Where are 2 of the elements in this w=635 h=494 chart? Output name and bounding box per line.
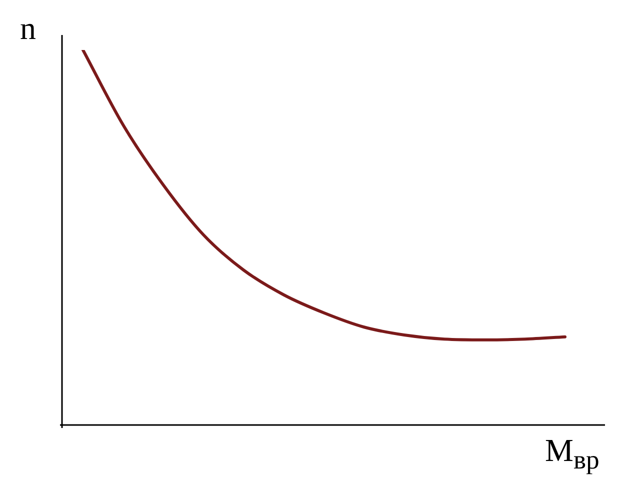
x-axis-title: M$_{вр}$ <box>545 432 600 476</box>
y-axis-title: n <box>20 10 36 47</box>
